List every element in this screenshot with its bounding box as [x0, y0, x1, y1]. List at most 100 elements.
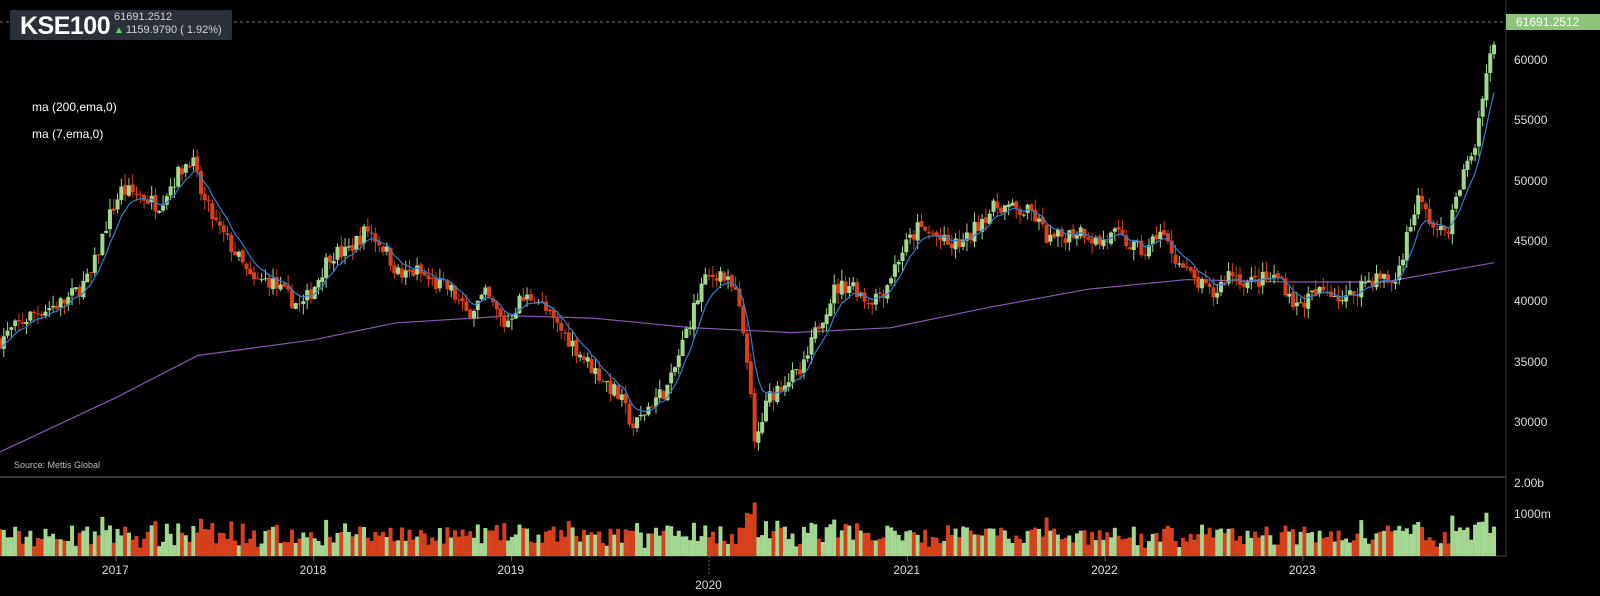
candle-body [225, 233, 230, 236]
candle-body [111, 208, 116, 211]
volume-bar [1192, 539, 1197, 556]
volume-bar [767, 538, 772, 556]
ma-long-label[interactable]: ma (200,ema,0) [32, 100, 117, 114]
volume-bar [726, 543, 731, 556]
candle-body [107, 209, 112, 230]
volume-bar [885, 525, 890, 556]
volume-bar [657, 535, 662, 556]
candle-body [627, 403, 632, 425]
candle-body [945, 234, 950, 245]
volume-bar [1018, 538, 1023, 556]
candle-body [1480, 98, 1485, 117]
volume-bar [123, 526, 128, 556]
volume-bar [1139, 533, 1144, 556]
volume-bar [532, 542, 537, 556]
volume-bar [1169, 527, 1174, 556]
volume-bar [456, 536, 461, 556]
candle-body [779, 386, 784, 391]
volume-bar [790, 533, 795, 556]
volume-bar [115, 528, 120, 556]
candle-body [301, 301, 306, 304]
candle-body [892, 264, 897, 277]
volume-bar [600, 542, 605, 556]
candle-body [980, 218, 985, 232]
volume-bar [1476, 522, 1481, 556]
candle-body [1416, 195, 1421, 215]
candle-body [1446, 231, 1451, 234]
candle-body [1401, 259, 1406, 266]
volume-bar [1135, 545, 1140, 556]
candle-body [123, 184, 128, 195]
candle-body [164, 196, 169, 205]
volume-bar [9, 537, 14, 556]
candle-body [745, 333, 750, 363]
candle-body [1351, 291, 1356, 295]
candle-body [187, 165, 192, 168]
candle-body [1454, 196, 1459, 209]
volume-bar [627, 530, 632, 556]
volume-bar [1461, 530, 1466, 556]
candle-body [1200, 279, 1205, 289]
candle-body [1476, 118, 1481, 147]
volume-bar [1074, 533, 1079, 556]
volume-bar [775, 520, 780, 556]
candle-body [1473, 148, 1478, 155]
candle-body [961, 239, 966, 247]
volume-bar [961, 526, 966, 556]
candle-body [836, 283, 841, 294]
candle-body [930, 233, 935, 235]
candle-body [771, 392, 776, 401]
candle-body [756, 431, 761, 443]
y-tick-label: 60000 [1514, 53, 1548, 68]
volume-bar [47, 536, 52, 556]
candle-body [1393, 281, 1398, 284]
volume-bar [570, 527, 575, 556]
volume-bar [1241, 543, 1246, 556]
volume-bar [415, 536, 420, 556]
ma-short-label[interactable]: ma (7,ema,0) [32, 127, 104, 141]
volume-bar [354, 534, 359, 556]
volume-bar [654, 527, 659, 556]
volume-bar [111, 542, 116, 556]
candle-body [115, 199, 120, 210]
volume-bar [331, 542, 336, 556]
candle-body [1139, 240, 1144, 255]
candle-body [942, 234, 947, 242]
volume-bar [619, 542, 624, 556]
candle-body [570, 340, 575, 347]
candle-body [498, 308, 503, 317]
volume-bar [1124, 538, 1129, 556]
candle-body [1048, 234, 1053, 242]
volume-bar [1287, 531, 1292, 556]
candle-body [252, 272, 257, 280]
volume-bar [240, 523, 245, 556]
volume-bar [274, 524, 279, 556]
volume-bar [1211, 537, 1216, 556]
volume-bar [475, 524, 480, 556]
volume-bar [862, 532, 867, 556]
volume-bar [858, 530, 863, 556]
candle-body [145, 200, 150, 204]
volume-bar [104, 530, 109, 556]
candle-body [619, 394, 624, 401]
volume-bar [847, 525, 852, 556]
volume-tick-label: 1000m [1514, 507, 1551, 521]
candle-body [574, 339, 579, 356]
volume-bar [483, 528, 488, 556]
volume-bar [464, 536, 469, 556]
candle-body [1294, 302, 1299, 307]
volume-bar [881, 537, 886, 556]
candle-body [297, 303, 302, 305]
candle-body [172, 186, 177, 188]
volume-bar [1393, 530, 1398, 556]
candle-body [1317, 287, 1322, 294]
volume-bar [612, 534, 617, 556]
y-tick-label: 35000 [1514, 354, 1548, 369]
volume-bar [153, 521, 158, 556]
candle-body [126, 185, 131, 196]
volume-bar [1173, 541, 1178, 556]
volume-bar [396, 540, 401, 556]
volume-bar [297, 538, 302, 556]
candle-body [820, 322, 825, 329]
